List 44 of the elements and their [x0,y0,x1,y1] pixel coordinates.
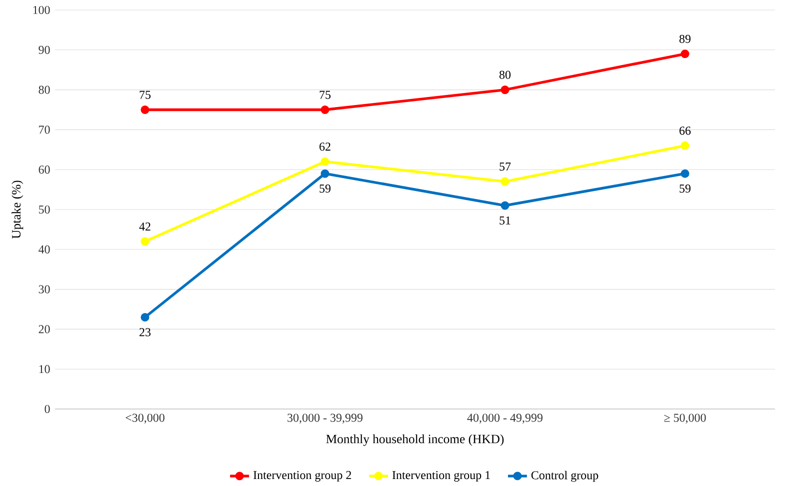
point [680,50,690,58]
legend-label: Intervention group 1 [392,471,490,482]
x-tick-label: ≥ 50,000 [664,414,706,424]
legend-label: Intervention group 2 [253,471,352,482]
y-tick-label: 80 [38,86,50,94]
point [320,157,330,166]
y-tick-label: 70 [39,126,50,134]
x-tick-label: <30,000 [126,414,164,424]
y-tick-label: 50 [38,205,50,214]
data-label: 80 [499,70,511,79]
data-label: 42 [139,222,150,230]
data-label: 62 [320,142,330,151]
point [140,312,150,322]
y-tick-label: 30 [38,285,50,294]
data-label: 66 [680,126,691,135]
point [500,86,510,94]
point [320,169,330,178]
y-tick-label: 90 [38,46,50,54]
point [500,177,510,186]
data-label: 59 [320,184,330,193]
legend-label: Control group [531,470,598,482]
y-tick-label: 0 [44,404,50,414]
y-axis-title: Uptake (%) [12,180,24,239]
data-label: 57 [500,162,511,171]
point [680,141,690,150]
x-axis-title: Monthly household income (HKD) [326,434,504,446]
x-tick-label: 40,000 - 49,999 [467,414,542,424]
data-label: 51 [500,216,510,224]
y-tick-label: 20 [38,325,50,334]
y-tick-label: 60 [38,166,50,174]
data-label: 23 [140,328,151,336]
point [140,105,150,114]
point [500,201,510,210]
point [680,169,690,178]
y-tick-label: 10 [39,365,50,374]
data-label: 75 [140,90,151,99]
point [320,105,330,114]
data-label: 59 [680,184,690,193]
y-tick-label: 100 [33,6,50,14]
data-label: 89 [679,34,690,43]
data-label: 75 [320,90,331,99]
point [140,237,150,246]
y-tick-label: 40 [38,245,50,254]
x-tick-label: 30,000 - 39,999 [288,414,362,424]
